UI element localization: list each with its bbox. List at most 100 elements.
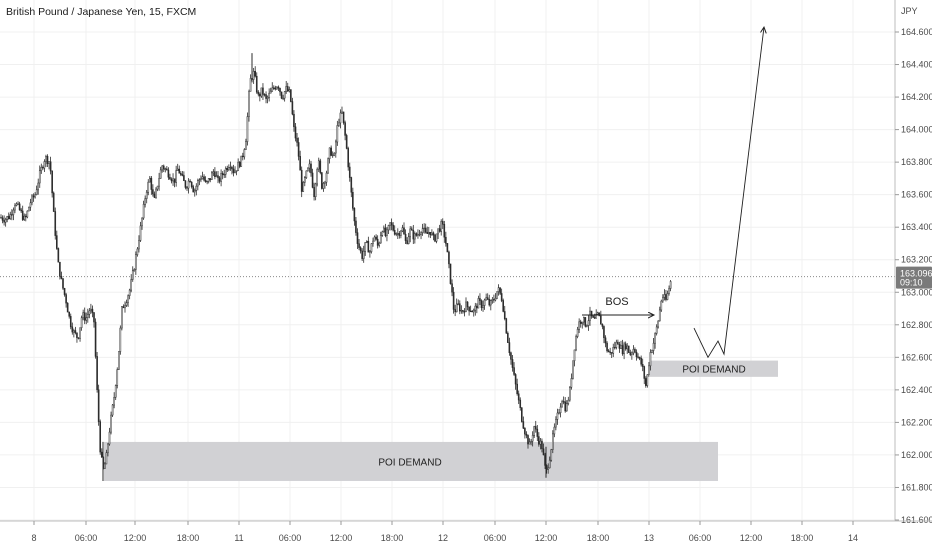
candle-body (479, 298, 481, 301)
candle-body (606, 342, 608, 352)
candle-body (218, 177, 221, 182)
candle-body (596, 312, 599, 315)
candle-body (273, 87, 275, 89)
candle-body (531, 435, 534, 442)
time-axis[interactable]: 8 06:00 12:00 18:00 11 06:00 12:00 18:00 12 06:00… (0, 520, 932, 543)
candle-body (668, 288, 670, 294)
candle-body (406, 240, 408, 244)
candle-body (121, 306, 123, 329)
candle-body (645, 378, 647, 386)
price-axis[interactable]: 164.600 164.400 164.200 164.000 163.800 163.6… (894, 0, 932, 525)
candle-body (186, 187, 188, 189)
poi-demand-zone (650, 360, 778, 377)
candle-body (181, 174, 184, 176)
candle-body (43, 161, 46, 169)
time-tick-label: 12:00 (740, 533, 763, 543)
candle-body (327, 158, 329, 174)
candle-body (248, 91, 250, 117)
candle-body (9, 214, 12, 220)
candle-body (662, 297, 664, 302)
candle-body (376, 238, 379, 246)
price-tick-label: 162.400 (901, 385, 932, 395)
candle-body (107, 443, 109, 453)
candle-body (74, 330, 77, 334)
candle-body (319, 160, 322, 173)
candle-body (66, 302, 69, 313)
candle-body (541, 440, 543, 450)
candle-body (627, 345, 630, 353)
candle-body (73, 330, 75, 333)
candle-body (150, 177, 153, 190)
candle-body (658, 309, 661, 322)
candle-body (328, 147, 331, 160)
candle-body (431, 232, 433, 236)
candle-body (634, 348, 636, 353)
candle-body (640, 357, 642, 365)
candle-body (316, 168, 318, 185)
candle-body (59, 261, 61, 277)
candle-body (286, 86, 289, 92)
candle-body (516, 383, 518, 395)
candle-body (91, 308, 94, 313)
candle-body (555, 419, 557, 428)
candle-body (440, 221, 442, 232)
candle-body (180, 172, 182, 175)
candle-body (68, 311, 71, 317)
candle-body (114, 385, 117, 398)
candle-body (93, 312, 95, 323)
candle-body (330, 147, 332, 156)
candle-body (663, 294, 666, 298)
candle-body (471, 310, 473, 313)
candle-body (592, 315, 594, 318)
candle-body (110, 414, 112, 433)
candle-body (522, 421, 525, 429)
candle-body (480, 300, 483, 309)
candle-body (71, 326, 74, 333)
candle-body (361, 250, 363, 259)
candle-body (490, 300, 492, 306)
time-tick-label: 12 (438, 533, 448, 543)
candle-body (313, 187, 315, 198)
candle-body (598, 312, 601, 317)
candle-body (507, 332, 509, 343)
candle-body (85, 317, 88, 321)
candle-body (624, 343, 627, 350)
candle-body (420, 232, 422, 235)
candle-body (223, 174, 225, 176)
candle-body (276, 86, 278, 90)
candle-body (52, 192, 55, 212)
candle-body (262, 87, 264, 95)
candle-body (15, 203, 18, 206)
candle-body (443, 224, 446, 238)
candle-body (69, 316, 72, 328)
candle-body (237, 161, 239, 171)
candle-body (517, 393, 520, 401)
candle-body (393, 230, 396, 235)
candle-body (482, 305, 484, 309)
candle-body (651, 350, 653, 353)
candle-body (486, 297, 489, 300)
candle-body (290, 89, 292, 102)
candle-body (3, 220, 5, 223)
candle-body (438, 228, 441, 232)
candle-body (335, 141, 337, 154)
candle-body (125, 302, 128, 306)
candle-body (457, 303, 460, 305)
candle-body (266, 96, 269, 99)
candle-body (167, 169, 170, 178)
candle-body (345, 135, 348, 149)
candle-body (583, 317, 585, 323)
candle-body (293, 113, 295, 128)
candle-body (192, 186, 194, 193)
candle-body (80, 317, 83, 328)
time-tick-label: 13 (644, 533, 654, 543)
candle-body (105, 452, 108, 465)
candle-body (217, 175, 219, 179)
candle-body (49, 161, 52, 172)
candle-body (56, 235, 58, 249)
candle-body (305, 170, 308, 178)
candle-body (207, 178, 210, 182)
candle-body (60, 276, 63, 279)
